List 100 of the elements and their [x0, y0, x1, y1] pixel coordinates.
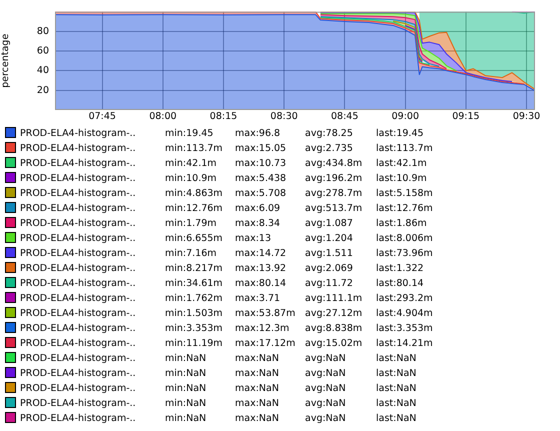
legend-label: PROD-ELA4-histogram-..: [20, 157, 136, 171]
text: last:10.9m: [376, 172, 427, 186]
text: last:5.158m: [376, 187, 433, 201]
text: avg:513.7m: [305, 202, 362, 216]
y-tick-label: 40: [36, 65, 49, 76]
legend-label: PROD-ELA4-histogram-..: [20, 277, 136, 291]
text: avg:11.72: [305, 277, 353, 291]
text: max:8.34: [235, 217, 280, 231]
text: min:3.353m: [165, 322, 223, 336]
text: max:NaN: [235, 412, 279, 426]
text: min:NaN: [165, 397, 206, 411]
text: avg:2.069: [305, 262, 353, 276]
text: avg:1.204: [305, 232, 353, 246]
text: avg:NaN: [305, 412, 346, 426]
legend-label: PROD-ELA4-histogram-..: [20, 232, 136, 246]
text: min:11.19m: [165, 337, 223, 351]
text: avg:1.087: [305, 217, 353, 231]
text: min:10.9m: [165, 172, 217, 186]
text: max:NaN: [235, 382, 279, 396]
text: last:NaN: [376, 412, 416, 426]
text: last:73.96m: [376, 247, 433, 261]
legend-label: PROD-ELA4-histogram-..: [20, 367, 136, 381]
text: avg:8.838m: [305, 322, 362, 336]
legend-label: PROD-ELA4-histogram-..: [20, 322, 136, 336]
text: max:80.14: [235, 277, 286, 291]
x-tick-label: 09:00: [392, 111, 419, 122]
text: max:13.92: [235, 262, 286, 276]
text: last:1.86m: [376, 217, 427, 231]
y-tick-label: 20: [36, 84, 49, 96]
x-tick-label: 08:30: [270, 111, 298, 122]
text: last:8.006m: [376, 232, 433, 246]
text: max:13: [235, 232, 271, 246]
legend-label: PROD-ELA4-histogram-..: [20, 247, 136, 261]
text: last:1.322: [376, 262, 424, 276]
text: avg:NaN: [305, 367, 346, 381]
text: min:34.61m: [165, 277, 223, 291]
text: max:96.8: [235, 127, 280, 141]
legend-label: PROD-ELA4-histogram-..: [20, 292, 136, 306]
text: max:15.05: [235, 142, 286, 156]
text: last:4.904m: [376, 307, 433, 321]
legend-label: PROD-ELA4-histogram-..: [20, 217, 136, 231]
y-tick-label: 80: [36, 26, 49, 37]
text: last:14.21m: [376, 337, 433, 351]
legend-label: PROD-ELA4-histogram-..: [20, 337, 136, 351]
x-tick-label: 08:45: [331, 111, 358, 122]
text: avg:196.2m: [305, 172, 362, 186]
text: last:NaN: [376, 352, 416, 366]
text: avg:NaN: [305, 352, 346, 366]
legend-label: PROD-ELA4-histogram-..: [20, 172, 136, 186]
x-tick-label: 07:45: [88, 111, 116, 122]
text: max:NaN: [235, 367, 279, 381]
text: last:NaN: [376, 382, 416, 396]
text: min:NaN: [165, 352, 206, 366]
y-tick-label: 60: [36, 45, 49, 56]
legend-label: PROD-ELA4-histogram-..: [20, 382, 136, 396]
text: avg:1.511: [305, 247, 353, 261]
x-tick-label: 08:15: [210, 111, 238, 122]
text: avg:15.02m: [305, 337, 362, 351]
text: last:19.45: [376, 127, 424, 141]
text: avg:278.7m: [305, 187, 362, 201]
text: max:17.12m: [235, 337, 296, 351]
text: min:8.217m: [165, 262, 223, 276]
text: min:113.7m: [165, 142, 223, 156]
text: last:113.7m: [376, 142, 433, 156]
text: min:1.762m: [165, 292, 223, 306]
text: avg:434.8m: [305, 157, 362, 171]
text: max:NaN: [235, 352, 279, 366]
text: max:14.72: [235, 247, 286, 261]
text: max:6.09: [235, 202, 280, 216]
text: avg:2.735: [305, 142, 353, 156]
legend-label: PROD-ELA4-histogram-..: [20, 127, 136, 141]
legend-label: PROD-ELA4-histogram-..: [20, 412, 136, 426]
text: avg:NaN: [305, 382, 346, 396]
text: max:NaN: [235, 397, 279, 411]
text: max:12.3m: [235, 322, 290, 336]
text: max:3.71: [235, 292, 280, 306]
legend-label: PROD-ELA4-histogram-..: [20, 202, 136, 216]
legend-label: PROD-ELA4-histogram-..: [20, 187, 136, 201]
y-axis-title: percentage: [0, 34, 12, 88]
text: min:NaN: [165, 367, 206, 381]
text: avg:78.25: [305, 127, 353, 141]
text: min:19.45: [165, 127, 214, 141]
text: last:3.353m: [376, 322, 433, 336]
text: min:NaN: [165, 412, 206, 426]
text: last:80.14: [376, 277, 424, 291]
text: last:42.1m: [376, 157, 427, 171]
legend-label: PROD-ELA4-histogram-..: [20, 262, 136, 276]
legend-label: PROD-ELA4-histogram-..: [20, 307, 136, 321]
text: min:7.16m: [165, 247, 217, 261]
text: max:5.708: [235, 187, 286, 201]
text: max:5.438: [235, 172, 286, 186]
text: avg:NaN: [305, 397, 346, 411]
x-tick-label: 09:15: [452, 111, 480, 122]
text: min:1.503m: [165, 307, 223, 321]
text: last:12.76m: [376, 202, 433, 216]
text: avg:27.12m: [305, 307, 362, 321]
text: last:293.2m: [376, 292, 433, 306]
x-tick-label: 09:30: [512, 111, 540, 122]
text: min:1.79m: [165, 217, 217, 231]
text: min:6.655m: [165, 232, 223, 246]
